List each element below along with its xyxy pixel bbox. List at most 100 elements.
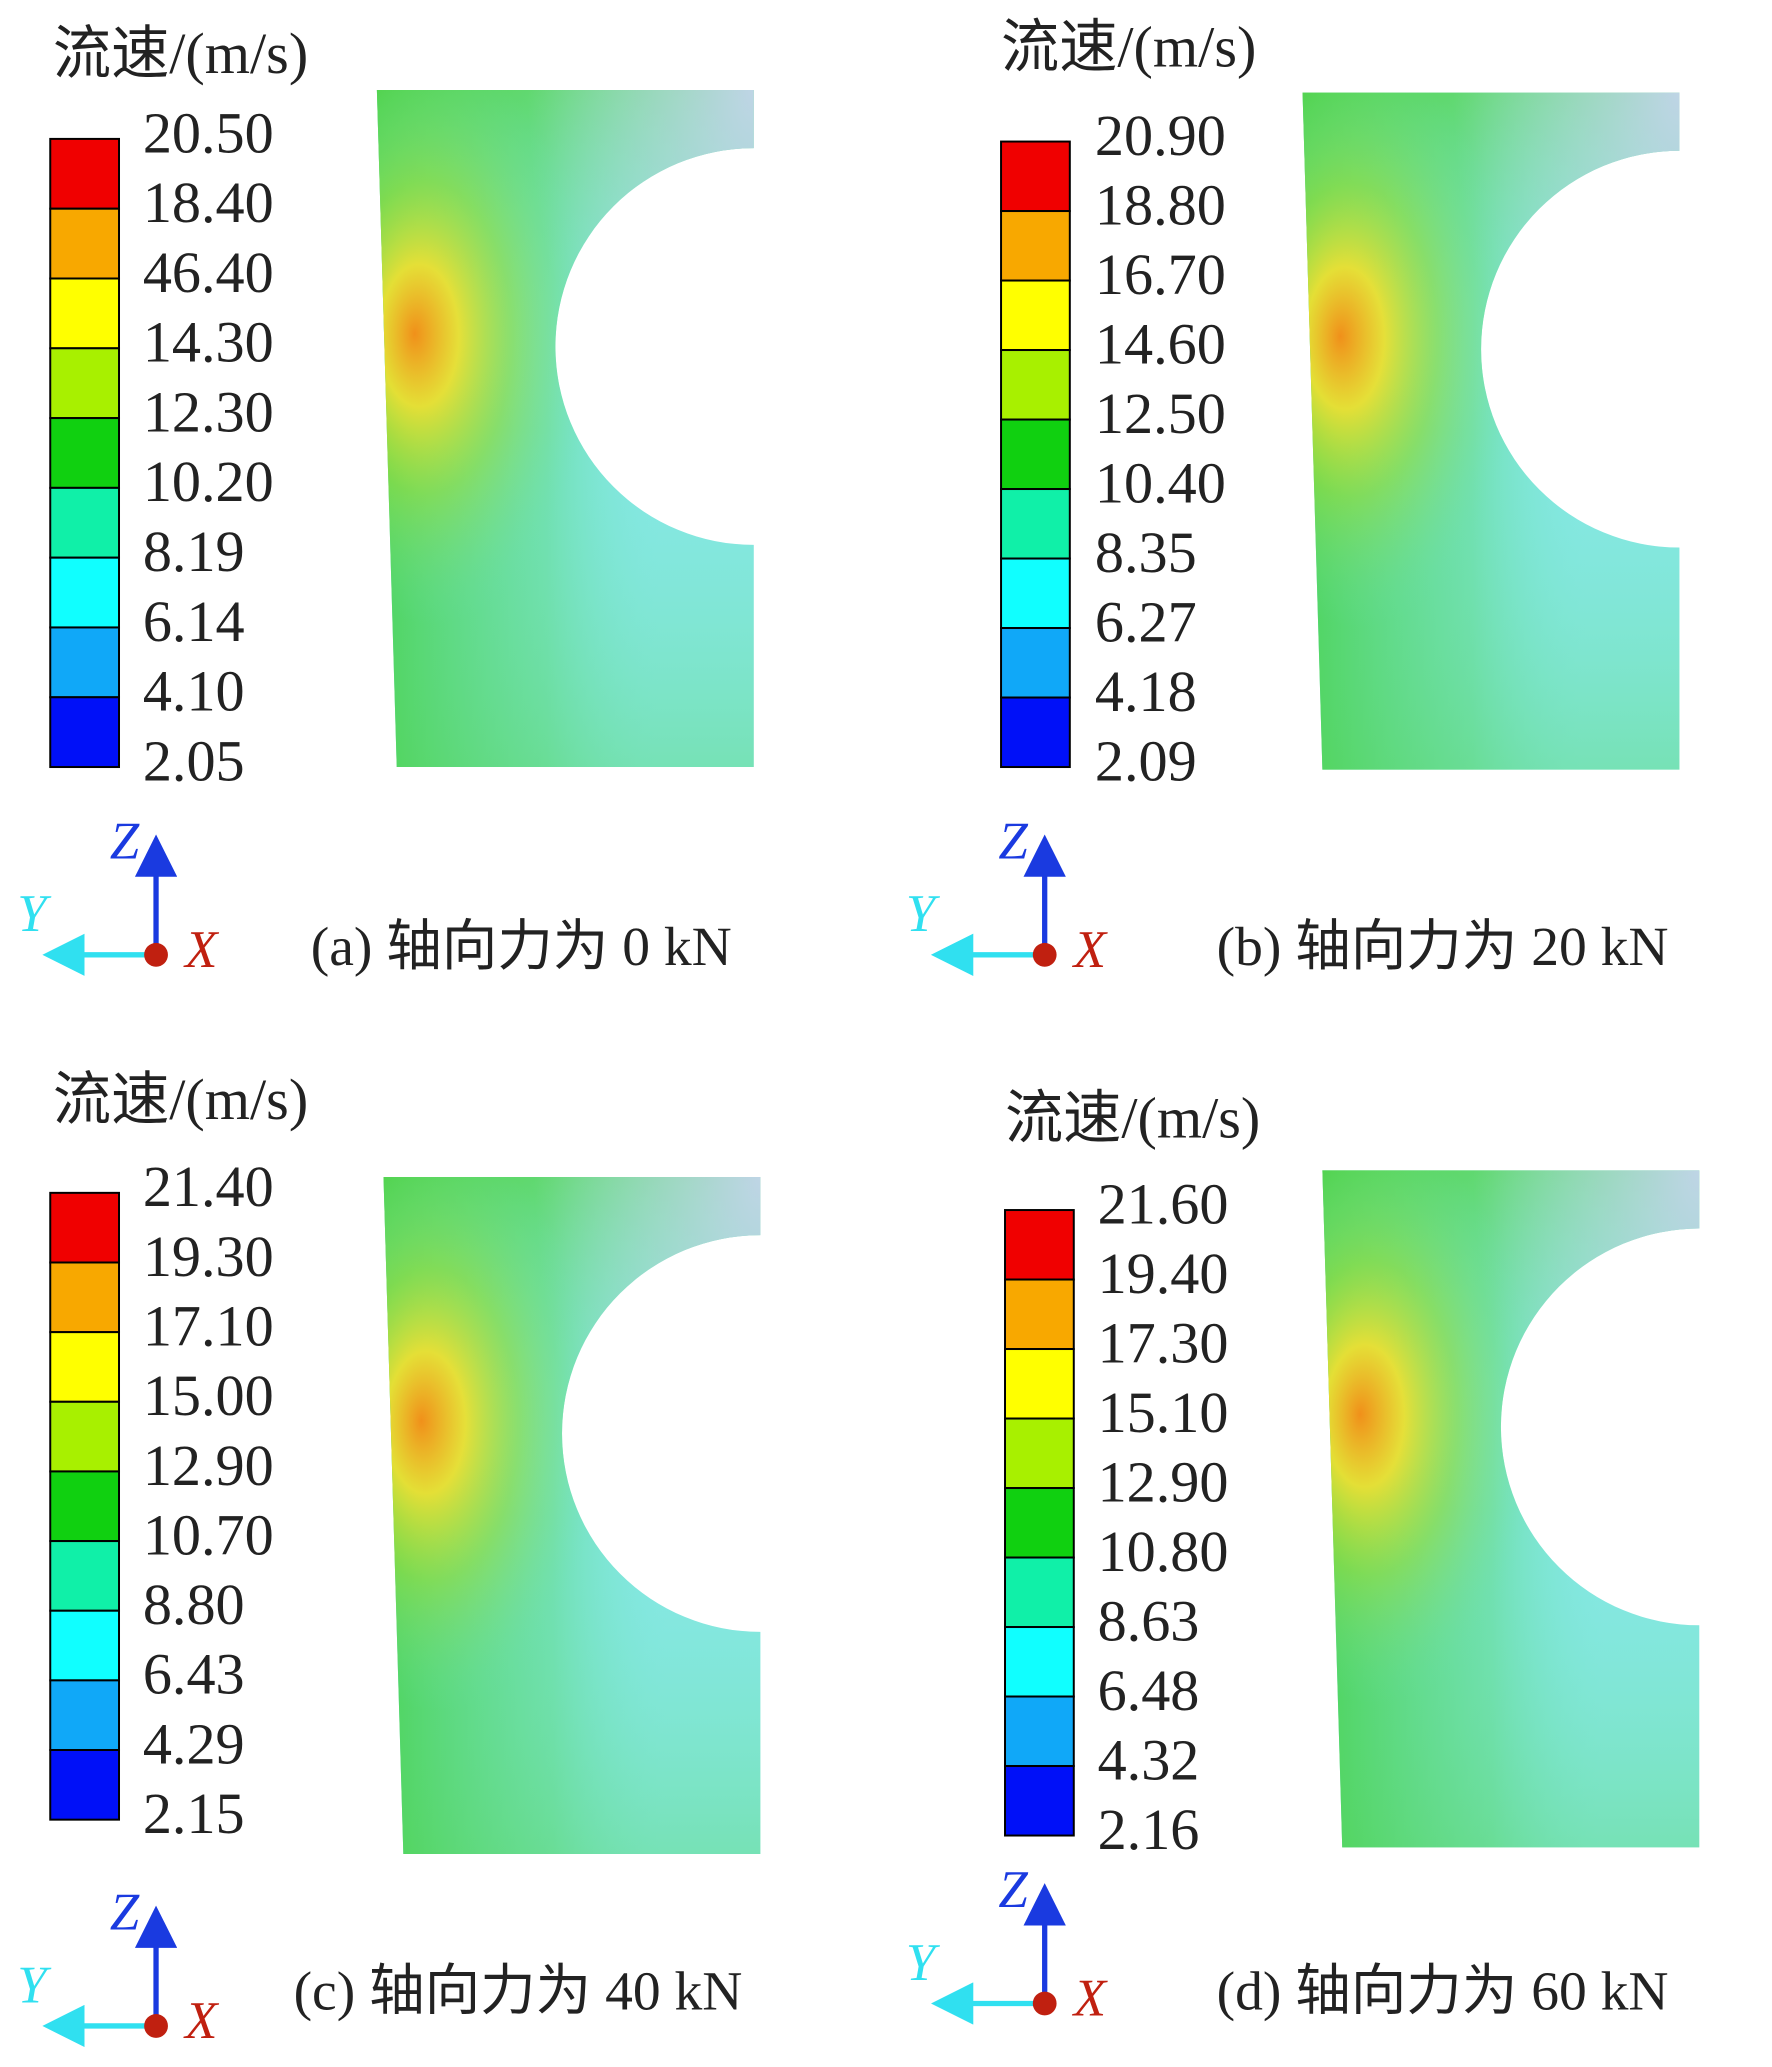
legend-title: 流速/(m/s) bbox=[1001, 14, 1256, 79]
legend-label: 6.14 bbox=[143, 589, 245, 654]
legend-swatch bbox=[49, 1609, 121, 1682]
legend-title: 流速/(m/s) bbox=[53, 21, 308, 86]
legend-swatch bbox=[1004, 1278, 1075, 1351]
legend-swatch bbox=[1000, 210, 1071, 282]
legend-label: 20.50 bbox=[143, 100, 274, 165]
legend-label: 10.40 bbox=[1095, 450, 1226, 515]
caption: (b) 轴向力为 20 kN bbox=[1217, 917, 1669, 978]
legend-swatch bbox=[49, 626, 121, 699]
legend-label: 18.40 bbox=[143, 170, 274, 235]
legend-swatch bbox=[1004, 1417, 1075, 1490]
legend-swatch bbox=[1000, 349, 1071, 421]
legend-label: 20.90 bbox=[1095, 103, 1226, 168]
legend-label: 8.35 bbox=[1095, 520, 1197, 585]
axis-x-label: X bbox=[183, 1992, 219, 2050]
legend-label: 2.09 bbox=[1095, 728, 1197, 793]
axis-x-label: X bbox=[1072, 921, 1108, 979]
legend-label: 6.43 bbox=[143, 1642, 245, 1707]
legend-swatch bbox=[1004, 1695, 1075, 1768]
legend-label: 17.30 bbox=[1098, 1310, 1229, 1375]
contour-field bbox=[1322, 1170, 1700, 1848]
legend-swatch bbox=[1000, 140, 1071, 213]
axis-z-label: Z bbox=[110, 1884, 140, 1942]
legend-swatch bbox=[49, 207, 121, 280]
caption: (d) 轴向力为 60 kN bbox=[1217, 1962, 1669, 2023]
legend-swatch bbox=[49, 1261, 121, 1334]
axis-y-label: Y bbox=[906, 885, 941, 943]
legend-swatch bbox=[1004, 1209, 1075, 1281]
legend-swatch bbox=[49, 1679, 121, 1752]
legend-label: 12.30 bbox=[143, 379, 274, 444]
legend-swatch bbox=[1004, 1487, 1075, 1559]
legend-swatch bbox=[1000, 557, 1071, 630]
legend-swatch bbox=[49, 696, 121, 769]
axis-z-label: Z bbox=[110, 813, 140, 871]
legend-title: 流速/(m/s) bbox=[1005, 1085, 1260, 1150]
axis-z-label: Z bbox=[998, 813, 1028, 871]
legend-swatch bbox=[1004, 1626, 1075, 1698]
legend-label: 6.27 bbox=[1095, 589, 1197, 654]
legend-swatch bbox=[1004, 1348, 1075, 1420]
contour-field bbox=[376, 89, 754, 768]
legend-label: 10.20 bbox=[143, 449, 274, 514]
legend-label: 12.50 bbox=[1095, 381, 1226, 446]
legend-label: 4.10 bbox=[143, 659, 245, 724]
axis-x-label: X bbox=[1072, 1970, 1108, 2028]
field-layer bbox=[1322, 1170, 1700, 1848]
legend-label: 17.10 bbox=[143, 1293, 274, 1358]
legend-swatch bbox=[49, 1470, 121, 1543]
axis-y-label: Y bbox=[17, 1956, 52, 2014]
legend-swatch bbox=[1004, 1765, 1075, 1837]
legend-label: 19.40 bbox=[1098, 1241, 1229, 1306]
legend-label: 8.63 bbox=[1098, 1588, 1200, 1653]
legend-label: 8.80 bbox=[143, 1572, 245, 1637]
legend-label: 15.10 bbox=[1098, 1380, 1229, 1445]
legend-swatch bbox=[49, 417, 121, 489]
contour-field bbox=[1302, 92, 1680, 770]
x-axis-dot bbox=[1032, 1991, 1057, 2016]
legend-label: 18.80 bbox=[1095, 172, 1226, 237]
legend-swatch bbox=[49, 1400, 121, 1473]
axis-y-label: Y bbox=[17, 885, 52, 943]
field-layer bbox=[1302, 92, 1680, 770]
legend-label: 21.60 bbox=[1098, 1171, 1229, 1236]
legend-label: 10.80 bbox=[1098, 1519, 1229, 1584]
axis-z-label: Z bbox=[998, 1861, 1028, 1919]
legend-label: 16.70 bbox=[1095, 242, 1226, 307]
legend-label: 21.40 bbox=[143, 1154, 274, 1219]
field-layer bbox=[376, 89, 754, 768]
legend-swatch bbox=[1000, 279, 1071, 352]
field-layer bbox=[383, 1176, 761, 1855]
legend-label: 10.70 bbox=[143, 1502, 274, 1567]
legend-label: 8.19 bbox=[143, 519, 245, 584]
legend-label: 4.29 bbox=[143, 1711, 245, 1776]
legend-swatch bbox=[1000, 627, 1071, 699]
axis-x-label: X bbox=[183, 921, 219, 979]
legend-title: 流速/(m/s) bbox=[53, 1067, 308, 1132]
axis-y-label: Y bbox=[906, 1934, 941, 1992]
legend-label: 2.05 bbox=[143, 728, 245, 793]
legend-label: 15.00 bbox=[143, 1363, 274, 1428]
legend-swatch bbox=[1000, 488, 1071, 560]
legend-swatch bbox=[49, 347, 121, 420]
legend-swatch bbox=[49, 486, 121, 559]
legend-swatch bbox=[49, 1540, 121, 1612]
legend-label: 4.18 bbox=[1095, 659, 1197, 724]
x-axis-dot bbox=[144, 942, 168, 967]
legend-label: 6.48 bbox=[1098, 1658, 1200, 1723]
legend-label: 14.30 bbox=[143, 310, 274, 375]
x-axis-dot bbox=[144, 2014, 168, 2038]
legend-label: 46.40 bbox=[143, 240, 274, 305]
legend-swatch bbox=[1000, 696, 1071, 769]
legend-swatch bbox=[49, 1331, 121, 1403]
legend-label: 19.30 bbox=[143, 1224, 274, 1289]
legend-swatch bbox=[49, 277, 121, 350]
legend-label: 12.90 bbox=[1098, 1449, 1229, 1514]
caption: (a) 轴向力为 0 kN bbox=[311, 917, 732, 978]
x-axis-dot bbox=[1032, 942, 1057, 967]
legend-label: 4.32 bbox=[1098, 1727, 1200, 1792]
legend-swatch bbox=[49, 1749, 121, 1821]
legend-swatch bbox=[1004, 1556, 1075, 1629]
